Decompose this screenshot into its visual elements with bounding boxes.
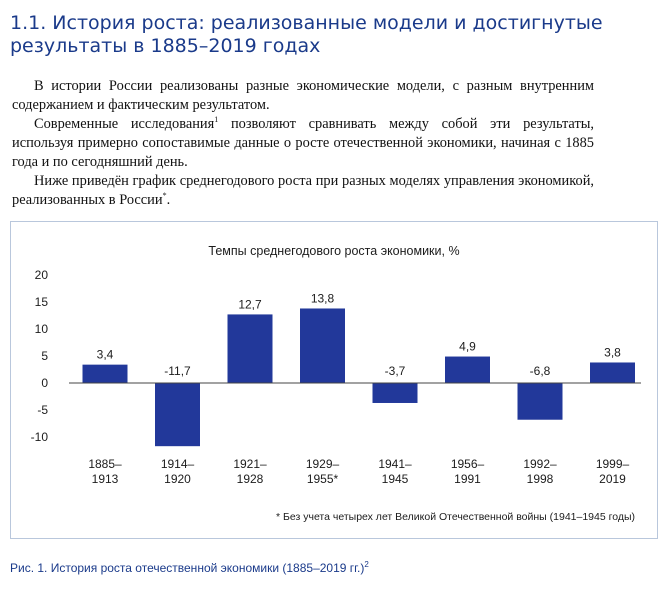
bar	[445, 356, 490, 383]
data-label: 4,9	[459, 340, 476, 354]
chart-title: Темпы среднегодового роста экономики, %	[208, 244, 459, 258]
x-tick-label: 1921–	[233, 457, 267, 471]
data-label: 12,7	[238, 297, 262, 311]
x-tick-label: 1945	[382, 472, 409, 486]
heading-line-1: 1.1. История роста: реализованные модели…	[10, 12, 603, 34]
bar	[517, 383, 563, 420]
bar	[227, 314, 273, 383]
x-tick-label: 1991	[454, 472, 481, 486]
data-label: 13,8	[311, 291, 335, 305]
x-tick-label: 1955*	[307, 472, 339, 486]
chart-container: Темпы среднегодового роста экономики, % 2…	[10, 221, 658, 539]
section-heading: 1.1. История роста: реализованные модели…	[10, 12, 660, 58]
bar	[82, 364, 128, 383]
x-tick-label: 1998	[527, 472, 554, 486]
x-tick-label: 1885–	[88, 457, 122, 471]
bar	[155, 383, 200, 447]
y-tick-label: 10	[35, 322, 49, 336]
footnote-ref-star[interactable]: *	[162, 191, 167, 201]
x-tick-label: 1913	[92, 472, 119, 486]
body-text: В истории России реализованы разные экон…	[12, 77, 594, 210]
caption-footnote-ref[interactable]: 2	[364, 560, 369, 569]
data-label: -3,7	[385, 364, 406, 378]
x-tick-label: 1999–	[596, 457, 630, 471]
paragraph-1: В истории России реализованы разные экон…	[12, 78, 594, 113]
data-label: 3,4	[97, 348, 114, 362]
data-label: 3,8	[604, 345, 621, 359]
x-tick-label: 2019	[599, 472, 626, 486]
bar	[300, 308, 345, 383]
x-tick-label: 1992–	[523, 457, 557, 471]
heading-line-2: результаты в 1885–2019 годах	[10, 35, 321, 57]
x-tick-label: 1956–	[451, 457, 485, 471]
paragraph-3: Ниже приведён график среднегодового рост…	[12, 173, 594, 208]
y-tick-label: 0	[41, 376, 48, 390]
bar	[372, 383, 418, 403]
data-label: -6,8	[530, 364, 551, 378]
x-tick-label: 1929–	[306, 457, 340, 471]
x-tick-label: 1928	[237, 472, 264, 486]
y-tick-label: 15	[35, 295, 49, 309]
x-tick-label: 1941–	[378, 457, 412, 471]
footnote-ref-1[interactable]: 1	[214, 115, 219, 125]
y-tick-label: -5	[37, 403, 48, 417]
bar	[590, 362, 635, 383]
x-tick-label: 1920	[164, 472, 191, 486]
y-tick-label: 5	[41, 349, 48, 363]
bar-chart: Темпы среднегодового роста экономики, % 2…	[31, 244, 641, 523]
y-tick-label: -10	[31, 430, 49, 444]
x-tick-label: 1914–	[161, 457, 195, 471]
data-label: -11,7	[164, 364, 191, 378]
chart-footnote: * Без учета четырех лет Великой Отечеств…	[276, 511, 635, 523]
y-tick-label: 20	[35, 268, 49, 282]
figure-caption: Рис. 1. История роста отечественной экон…	[10, 560, 369, 575]
paragraph-2: Современные исследования1 позволяют срав…	[12, 115, 594, 170]
